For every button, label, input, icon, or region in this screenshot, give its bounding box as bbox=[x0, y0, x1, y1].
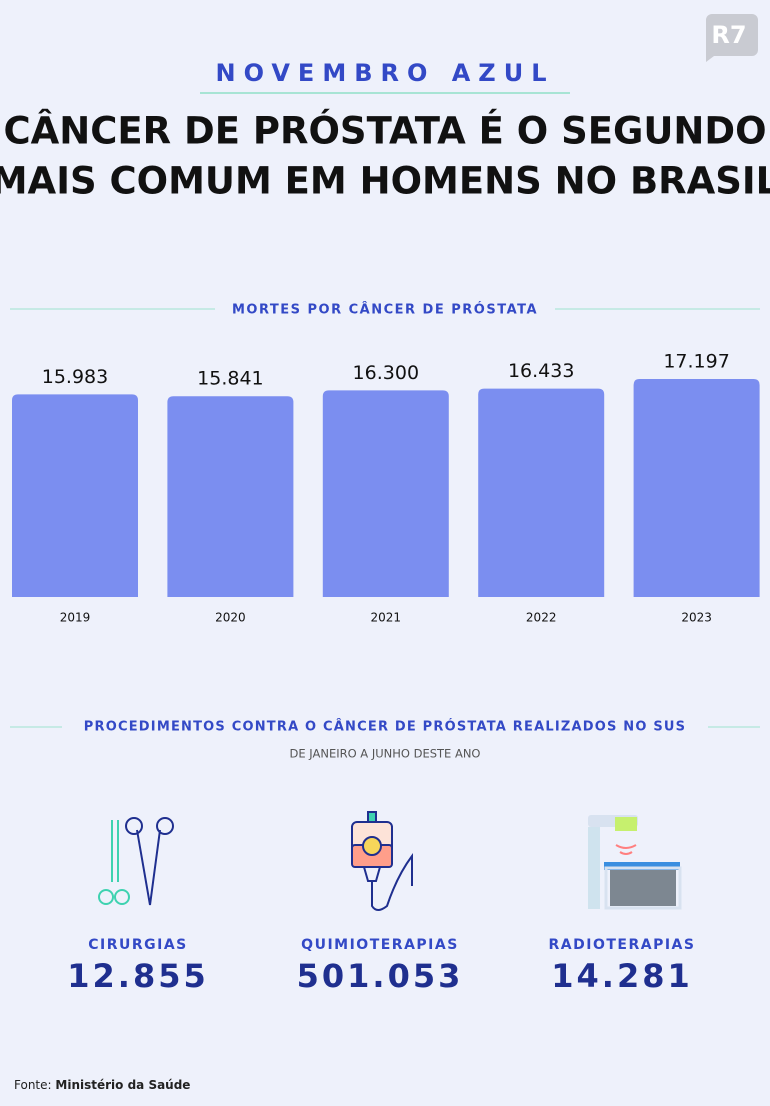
bar bbox=[167, 396, 294, 597]
iv-icon bbox=[351, 811, 413, 911]
value-label: 16.300 bbox=[353, 362, 419, 384]
procedure-label: RADIOTERAPIAS bbox=[549, 937, 696, 953]
source: Fonte: Ministério da Saúde bbox=[14, 1078, 190, 1092]
x-tick-label: 2021 bbox=[371, 611, 402, 625]
section-subtitle: DE JANEIRO A JUNHO DESTE ANO bbox=[290, 747, 481, 761]
section-title: PROCEDIMENTOS CONTRA O CÂNCER DE PRÓSTAT… bbox=[84, 719, 686, 735]
value-label: 17.197 bbox=[663, 351, 729, 373]
x-tick-label: 2023 bbox=[681, 611, 712, 625]
source-name: Ministério da Saúde bbox=[55, 1078, 190, 1092]
chart-title: MORTES POR CÂNCER DE PRÓSTATA bbox=[232, 302, 538, 318]
radiotherapy-icon bbox=[588, 815, 682, 910]
bar bbox=[633, 379, 760, 597]
scissors-icon bbox=[98, 817, 174, 906]
x-tick-label: 2019 bbox=[60, 611, 91, 625]
value-label: 15.841 bbox=[197, 368, 263, 390]
source-label: Fonte: bbox=[14, 1078, 52, 1092]
logo-shape bbox=[706, 14, 758, 62]
kicker: NOVEMBRO AZUL bbox=[216, 59, 555, 87]
x-tick-label: 2020 bbox=[215, 611, 246, 625]
procedure-value: 14.281 bbox=[551, 957, 692, 995]
procedure-value: 12.855 bbox=[67, 957, 208, 995]
logo: R7 bbox=[711, 21, 746, 49]
procedure-label: QUIMIOTERAPIAS bbox=[301, 937, 459, 953]
value-label: 16.433 bbox=[508, 360, 574, 382]
title: CÂNCER DE PRÓSTATA É O SEGUNDO bbox=[3, 109, 766, 153]
procedure-value: 501.053 bbox=[297, 957, 464, 995]
x-tick-label: 2022 bbox=[526, 611, 557, 625]
procedure-label: CIRURGIAS bbox=[88, 937, 188, 953]
title: MAIS COMUM EM HOMENS NO BRASIL bbox=[0, 160, 770, 203]
bar bbox=[478, 388, 605, 597]
bar bbox=[12, 394, 138, 597]
bar-chart: 15.983 2019 15.841 2020 16.300 2021 16.433 2022… bbox=[12, 351, 760, 625]
value-label: 15.983 bbox=[42, 366, 108, 388]
procedure-stats: CIRURGIAS 12.855 QUIMIOTERAPIAS 501.053 RADI… bbox=[67, 937, 696, 995]
bar bbox=[322, 390, 449, 597]
